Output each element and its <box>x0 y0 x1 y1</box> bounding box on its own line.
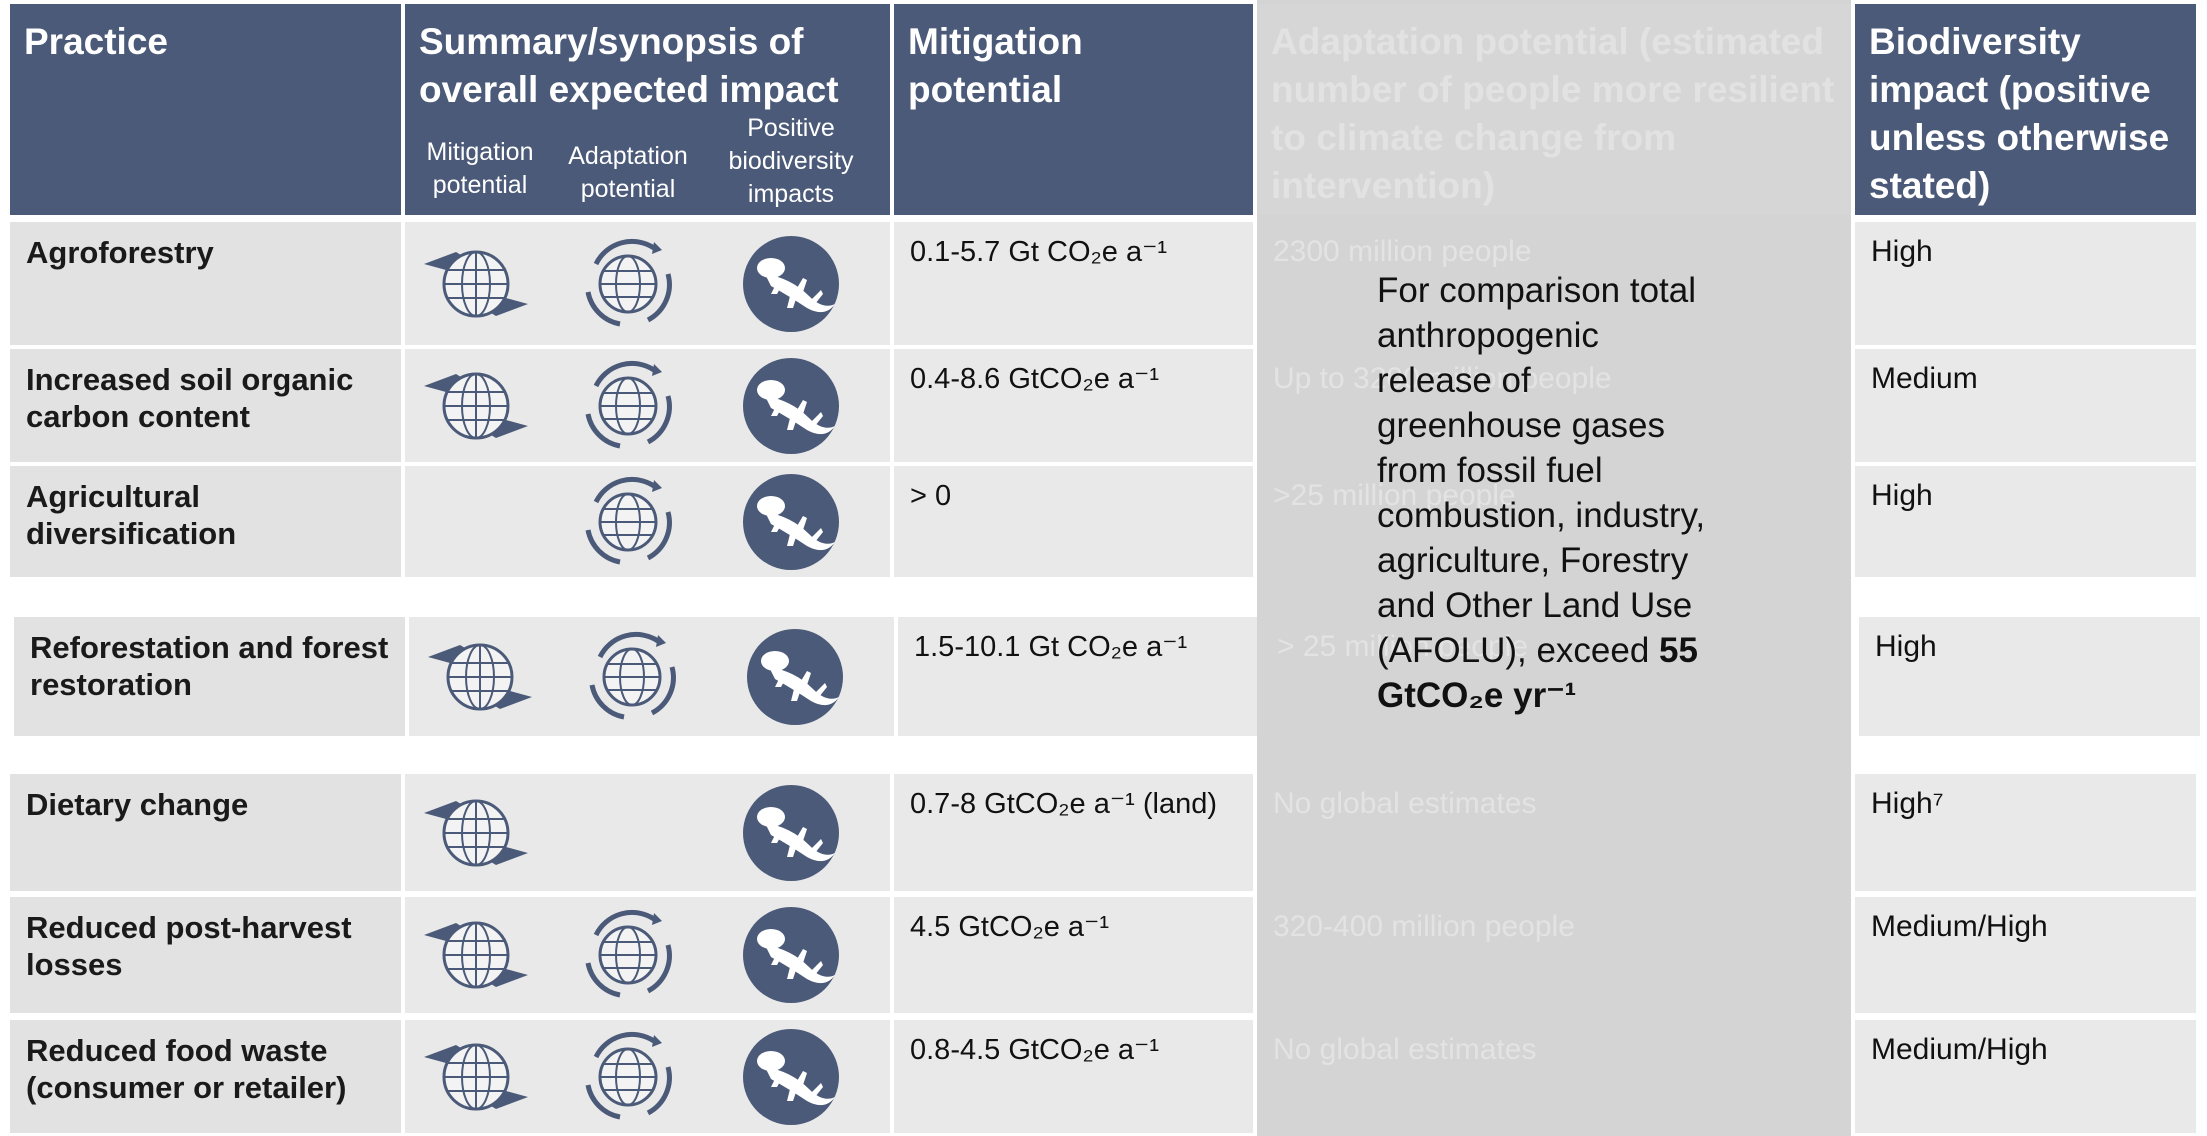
cycle-icon <box>568 472 688 572</box>
globe-icon <box>416 783 536 883</box>
sal-icon <box>735 627 855 727</box>
biodiversity-cell: Medium <box>1855 349 2196 462</box>
sal-icon <box>731 783 851 883</box>
impact-icons-cell <box>405 1020 890 1133</box>
mitigation-cell: 0.1-5.7 Gt CO₂e a⁻¹ <box>894 222 1253 345</box>
impact-icons-cell <box>405 349 890 462</box>
header-practice: Practice <box>10 4 401 215</box>
impact-icons-cell <box>405 466 890 577</box>
practice-cell: Increased soil organic carbon content <box>10 349 401 462</box>
mitigation-cell: 0.8-4.5 GtCO₂e a⁻¹ <box>894 1020 1253 1133</box>
biodiversity-cell: Medium/High <box>1855 1020 2196 1133</box>
adaptation-cell: >25 million people <box>1273 479 1516 512</box>
adaptation-cell: Up to 3200 million people <box>1273 362 1612 395</box>
globe-icon <box>416 905 536 1005</box>
adaptation-cell: > 25 million people <box>1277 630 1529 663</box>
biodiversity-cell: High⁷ <box>1855 774 2196 891</box>
header-mitigation: Mitigation potential <box>894 4 1253 215</box>
biodiversity-cell: High <box>1859 617 2200 736</box>
cycle-icon <box>568 356 688 456</box>
cycle-icon <box>568 1027 688 1127</box>
globe-icon <box>416 356 536 456</box>
adaptation-cell: 2300 million people <box>1273 235 1532 268</box>
mitigation-cell: 1.5-10.1 Gt CO₂e a⁻¹ <box>898 617 1257 736</box>
adaptation-cell: No global estimates <box>1273 787 1537 820</box>
adaptation-cell: No global estimates <box>1273 1033 1537 1066</box>
practice-cell: Agroforestry <box>10 222 401 345</box>
sub-label: Mitigation potential <box>426 138 534 199</box>
practice-cell: Reduced post-harvest losses <box>10 897 401 1013</box>
sal-icon <box>731 905 851 1005</box>
header-biodiversity: Biodiversity impact (positive unless oth… <box>1855 4 2196 215</box>
practice-cell: Agricultural diversification <box>10 466 401 577</box>
note-text: For comparison total anthropogenic relea… <box>1377 271 1706 670</box>
biodiversity-cell: Medium/High <box>1855 897 2196 1013</box>
mitigation-cell: 0.4-8.6 GtCO₂e a⁻¹ <box>894 349 1253 462</box>
cycle-icon <box>568 905 688 1005</box>
sub-label: Positive biodiversity impacts <box>728 114 854 208</box>
sal-icon <box>731 234 851 334</box>
note-emphasis: 55 GtCO₂e yr⁻¹ <box>1377 631 1698 715</box>
header-adaptation: Adaptation potential (estimated number o… <box>1257 4 1851 215</box>
sal-icon <box>731 356 851 456</box>
mitigation-cell: 4.5 GtCO₂e a⁻¹ <box>894 897 1253 1013</box>
sal-icon <box>731 472 851 572</box>
cycle-icon <box>572 627 692 727</box>
header-summary-text: Summary/synopsis of overall expected imp… <box>419 21 839 110</box>
cycle-icon <box>568 234 688 334</box>
impact-icons-cell <box>409 617 894 736</box>
biodiversity-cell: High <box>1855 222 2196 345</box>
header-summary: Summary/synopsis of overall expected imp… <box>405 4 890 215</box>
impact-icons-cell <box>405 774 890 891</box>
biodiversity-cell: High <box>1855 466 2196 577</box>
practice-cell: Reduced food waste (consumer or retailer… <box>10 1020 401 1133</box>
practice-cell: Dietary change <box>10 774 401 891</box>
sal-icon <box>731 1027 851 1127</box>
mitigation-cell: 0.7-8 GtCO₂e a⁻¹ (land) <box>894 774 1253 891</box>
practice-cell: Reforestation and forest restoration <box>14 617 405 736</box>
impact-icons-cell <box>405 897 890 1013</box>
adaptation-cell: 320-400 million people <box>1273 910 1575 943</box>
sub-label: Adaptation potential <box>568 142 688 203</box>
mitigation-cell: > 0 <box>894 466 1253 577</box>
globe-icon <box>420 627 540 727</box>
globe-icon <box>416 1027 536 1127</box>
globe-icon <box>416 234 536 334</box>
comparison-note: For comparison total anthropogenic relea… <box>1377 268 1722 718</box>
impact-icons-cell <box>405 222 890 345</box>
